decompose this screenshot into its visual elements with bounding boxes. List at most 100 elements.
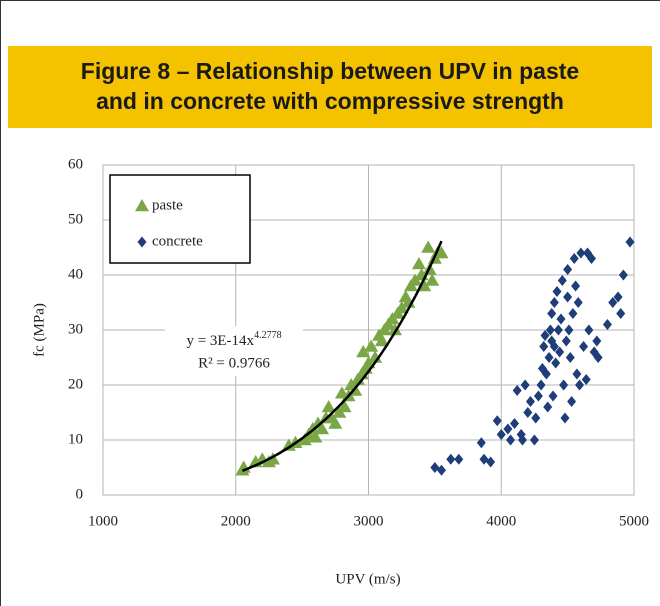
diamond-marker [476, 437, 486, 449]
diamond-marker [552, 286, 562, 297]
x-tick-label: 2000 [221, 513, 251, 529]
diamond-marker [575, 379, 585, 391]
triangle-marker [321, 400, 336, 413]
diamond-marker [539, 341, 549, 352]
diamond-marker [533, 390, 543, 402]
diamond-marker [547, 308, 557, 319]
diamond-marker [557, 275, 567, 286]
diamond-marker [551, 357, 561, 369]
diamond-marker [625, 236, 635, 248]
diamond-marker [525, 396, 535, 407]
diamond-marker [560, 412, 570, 424]
diamond-marker [587, 253, 597, 264]
diamond-marker [549, 297, 559, 308]
equation-box [165, 326, 303, 376]
diamond-marker [454, 453, 464, 465]
diamond-marker [523, 407, 533, 418]
diamond-marker [581, 374, 591, 385]
triangle-marker [337, 400, 352, 413]
chart-title: Figure 8 – Relationship between UPV in p… [81, 58, 579, 84]
triangle-marker [388, 323, 403, 336]
header-band [8, 46, 652, 128]
diamond-marker [602, 319, 612, 330]
triangle-marker [315, 422, 330, 435]
diamond-marker [541, 368, 551, 380]
diamond-marker [496, 429, 506, 440]
diamond-marker [616, 308, 626, 319]
y-tick-label: 30 [68, 321, 83, 337]
diamond-marker [437, 464, 447, 476]
diamond-marker [559, 379, 569, 391]
triangle-marker [368, 350, 383, 363]
diamond-marker [506, 434, 516, 446]
triangle-marker [135, 199, 149, 212]
diamond-marker [137, 236, 147, 248]
y-tick-label: 60 [68, 156, 83, 172]
diamond-marker [613, 291, 623, 303]
diamond-marker [608, 297, 618, 308]
y-tick-label: 0 [76, 486, 84, 502]
diamond-marker [572, 368, 582, 380]
x-axis-label: UPV (m/s) [335, 571, 400, 587]
diamond-marker [561, 335, 571, 347]
diamond-marker [548, 390, 558, 402]
diamond-marker [510, 418, 520, 429]
diamond-marker [563, 264, 573, 275]
triangle-marker [374, 334, 389, 347]
y-tick-label: 10 [68, 431, 83, 447]
triangle-marker [265, 452, 280, 465]
triangle-marker [434, 246, 449, 259]
equation-exponent: 4.2778 [254, 330, 282, 341]
equation-text: y = 3E-14x [186, 333, 254, 349]
diamond-marker [555, 346, 565, 358]
diamond-marker [565, 352, 575, 363]
x-tick-label: 3000 [354, 513, 384, 529]
x-tick-label: 5000 [619, 513, 649, 529]
y-tick-label: 50 [68, 211, 83, 227]
diamond-marker [520, 379, 530, 391]
diamond-marker [531, 412, 541, 424]
diamond-marker [567, 396, 577, 407]
x-tick-label: 4000 [486, 513, 516, 529]
diamond-marker [579, 341, 589, 352]
diamond-marker [568, 308, 578, 319]
diamond-marker [563, 291, 573, 303]
diamond-marker [564, 324, 574, 336]
diamond-marker [592, 335, 602, 347]
diamond-marker [545, 324, 555, 336]
triangle-marker [308, 430, 323, 443]
diamond-marker [553, 324, 563, 336]
triangle-marker [356, 345, 371, 358]
diamond-marker [540, 330, 550, 341]
triangle-marker [328, 416, 343, 429]
triangle-marker [411, 257, 426, 270]
diamond-marker [503, 423, 513, 435]
r-squared: R² = 0.9766 [198, 355, 270, 371]
diamond-marker [556, 313, 566, 325]
y-tick-label: 40 [68, 266, 83, 282]
diamond-marker [618, 269, 628, 281]
x-tick-label: 1000 [88, 513, 118, 529]
diamond-marker [569, 253, 579, 264]
diamond-marker [492, 415, 502, 427]
triangle-marker [425, 273, 440, 286]
y-axis-label: fc (MPa) [31, 303, 47, 357]
diamond-marker [512, 385, 522, 396]
diamond-marker [584, 324, 594, 336]
triangle-marker [421, 240, 436, 253]
diamond-marker [543, 401, 553, 413]
diamond-marker [576, 247, 586, 259]
legend-label: paste [152, 197, 183, 213]
diamond-marker [486, 456, 496, 468]
triangle-marker [364, 339, 379, 352]
chart-title: and in concrete with compressive strengt… [96, 88, 564, 114]
trendline [241, 240, 443, 472]
diamond-marker [571, 280, 581, 292]
y-tick-label: 20 [68, 376, 83, 392]
diamond-marker [536, 379, 546, 391]
legend-label: concrete [152, 233, 203, 249]
diamond-marker [549, 341, 559, 352]
diamond-marker [446, 453, 456, 465]
